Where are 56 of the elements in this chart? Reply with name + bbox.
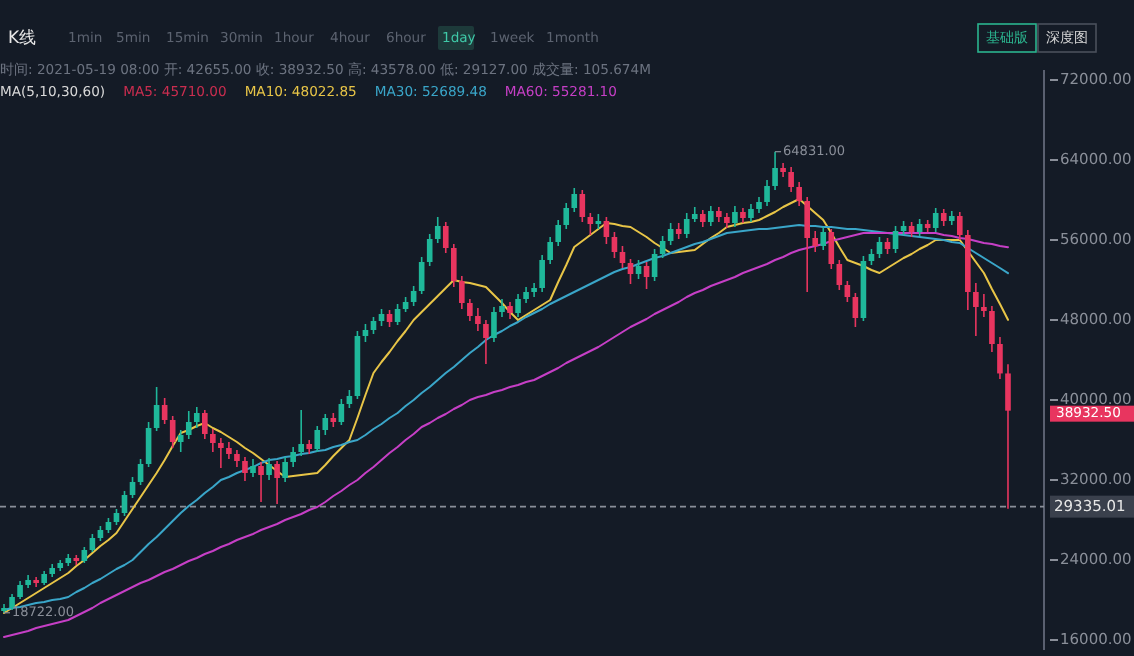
candlestick (242, 456, 248, 482)
candlestick (282, 456, 288, 483)
candlestick (483, 319, 489, 365)
candlestick (764, 179, 770, 207)
candlestick (579, 189, 586, 223)
candlestick (780, 162, 786, 178)
candlestick (515, 293, 521, 318)
candlestick (193, 406, 200, 429)
candlestick (732, 205, 738, 228)
candlestick (587, 212, 594, 236)
candlestick (539, 254, 545, 293)
candlestick (266, 457, 272, 481)
candlestick (788, 166, 794, 193)
candlestick (667, 222, 674, 246)
candlestick (683, 212, 690, 239)
candlestick (426, 233, 433, 267)
candlestick (796, 181, 802, 207)
candlestick (442, 221, 449, 254)
candlestick (322, 413, 329, 436)
candlestick (210, 428, 216, 453)
candlestick (314, 425, 321, 453)
candlestick (932, 207, 939, 233)
candlestick (450, 243, 457, 288)
candlestick (475, 307, 481, 332)
candlestick (467, 298, 473, 322)
candlestick (258, 461, 264, 503)
candlestick (218, 437, 224, 469)
candlestick (434, 216, 441, 244)
candlestick (177, 429, 184, 453)
candlestick (708, 205, 714, 227)
candlestick (274, 460, 280, 505)
candlestick (459, 275, 465, 310)
candlestick (820, 226, 827, 251)
candlestick (997, 336, 1003, 380)
candlestick (531, 282, 537, 298)
candlestick (876, 236, 883, 259)
candlestick (956, 211, 963, 241)
candlestick (563, 202, 570, 230)
candlestick (804, 196, 810, 293)
candlestick (185, 410, 192, 440)
candlestick (1005, 363, 1011, 510)
candlestick (290, 446, 296, 468)
candlestick (491, 306, 497, 343)
candlestick (202, 409, 208, 440)
candlestick (844, 280, 851, 303)
candlestick (555, 219, 562, 247)
candlestick (828, 228, 835, 270)
candlestick (981, 293, 987, 318)
candlestick (989, 305, 995, 353)
candlestick (298, 409, 304, 457)
candlestick (812, 230, 819, 253)
candlestick (772, 150, 778, 191)
candlestick (571, 187, 578, 213)
chart-title: K线 (8, 26, 38, 49)
candlestick (973, 282, 979, 337)
candlestick (547, 236, 553, 265)
